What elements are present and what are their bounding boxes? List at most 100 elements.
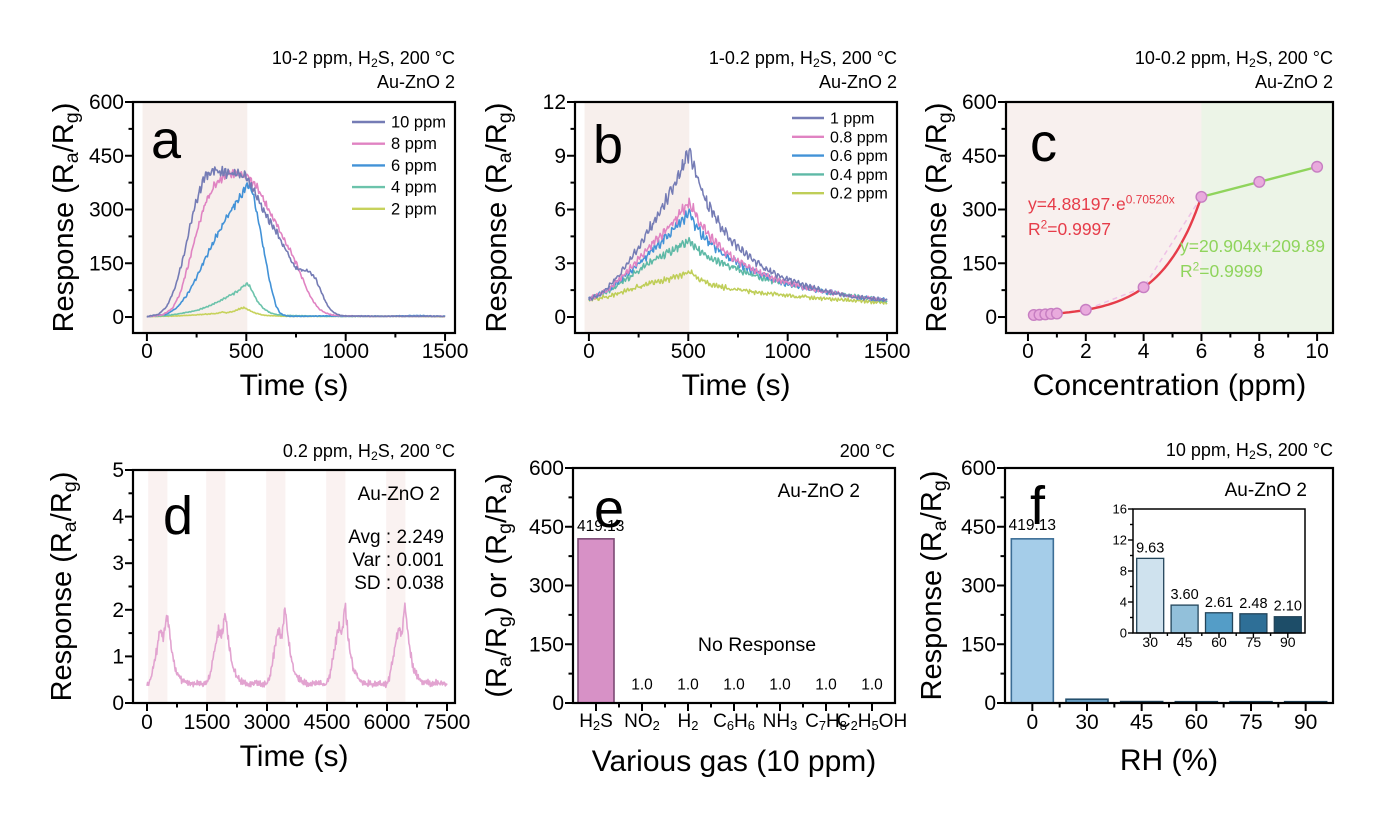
panel-c: 0 2 4 6 8 10 0 150 300 450 600 Concentration (ppm) R…	[921, 48, 1335, 402]
y-axis-title: Response (Ra/Rg)	[481, 103, 516, 333]
x-tick-label: 45	[1130, 711, 1153, 734]
y-tick-label: 0	[552, 692, 564, 715]
panel-letter-d: d	[163, 486, 193, 546]
bar-value-label: 1.0	[723, 677, 745, 694]
y-tick-label: 600	[89, 91, 124, 114]
series-group	[588, 147, 888, 305]
y-tick-label: 8	[1120, 564, 1127, 579]
x-tick-label: C2H5OH	[837, 711, 907, 733]
bar-e-0	[577, 538, 615, 704]
data-point-9	[1311, 160, 1324, 173]
x-tick-label: NO2	[624, 711, 660, 733]
bar-value-label: 1.0	[631, 677, 653, 694]
y-tick-label: 150	[961, 633, 996, 656]
axis-ticks	[125, 101, 447, 341]
x-axis-title: Concentration (ppm)	[1033, 369, 1306, 402]
y-tick-label: 3	[554, 252, 566, 275]
y-tick-label: 600	[961, 457, 996, 480]
panel-d: 0 1500 3000 4500 6000 7500 0 1 2 3 4 5 Time (s) Respo…	[46, 441, 470, 773]
x-tick-label: 0	[1022, 340, 1034, 363]
y-tick-label: 0	[112, 306, 124, 329]
annotation: y=4.88197·e0.70520x	[1028, 192, 1175, 214]
panel-title: 10 ppm, H2S, 200 °C	[1166, 440, 1333, 462]
x-tick-label: 7500	[424, 711, 471, 734]
shaded-region	[266, 470, 286, 703]
series-group	[146, 602, 448, 689]
legend-label: 4 ppm	[391, 179, 437, 197]
y-tick-label: 12	[543, 91, 566, 114]
x-tick-label: 0	[583, 340, 595, 363]
x-axis-title: RH (%)	[1120, 744, 1218, 777]
annotation: R2=0.9997	[1028, 217, 1111, 239]
axis-ticks	[1128, 508, 1289, 638]
bar-value-label: 1.0	[861, 677, 883, 694]
y-tick-label: 0	[112, 692, 124, 715]
annotation: No Response	[698, 634, 816, 656]
x-axis-title: Time (s)	[682, 369, 791, 402]
bar-value-label: 1.0	[769, 677, 791, 694]
legend-label: 10 ppm	[391, 114, 446, 132]
legend-label: 2 ppm	[391, 200, 437, 218]
bar-f-inset-0	[1136, 557, 1165, 634]
y-tick-label: 0	[1120, 626, 1127, 641]
y-tick-label: 450	[529, 516, 564, 539]
panel-letter-f: f	[1030, 476, 1046, 536]
bar-value-label: 419.13	[577, 518, 624, 535]
data-point-7	[1195, 190, 1208, 203]
y-tick-label: 300	[961, 575, 996, 598]
x-tick-label: H2S	[579, 711, 613, 733]
panel-title: Au-ZnO 2	[1255, 72, 1333, 92]
panel-a: 0 500 1000 1500 0 150 300 450 600 Time (s) Respons…	[48, 48, 468, 402]
y-tick-label: 1	[112, 645, 124, 668]
y-tick-label: 0	[554, 306, 566, 329]
x-tick-label: 8	[1253, 340, 1265, 363]
y-axis-title: Response (Ra/Rg)	[48, 103, 83, 333]
x-tick-label: 4	[1138, 340, 1150, 363]
y-tick-label: 150	[529, 633, 564, 656]
y-axis-title: Response (Ra/Rg)	[46, 472, 81, 702]
annotation: R2=0.9999	[1180, 259, 1263, 281]
series-1-ppm	[588, 147, 888, 303]
y-tick-label: 450	[961, 516, 996, 539]
y-tick-label: 0	[984, 692, 996, 715]
x-axis-title: Time (s)	[240, 740, 349, 773]
annotation: Avg : 2.249	[348, 527, 444, 548]
legend-label: 6 ppm	[391, 157, 437, 175]
x-tick-label: 45	[1177, 634, 1193, 650]
x-tick-label: 1500	[422, 340, 469, 363]
x-axis-title: Various gas (10 ppm)	[592, 745, 877, 778]
panel-title: 1-0.2 ppm, H2S, 200 °C	[709, 48, 897, 70]
y-tick-label: 5	[112, 459, 124, 482]
panel-letter-b: b	[593, 115, 623, 175]
shaded-region	[1006, 102, 1202, 333]
data-point-5	[1079, 303, 1092, 316]
panel-f-inset: 30 45 60 75 90 0 4 8 12 16 9.63 3.60 2.61 2.48 2.10	[1113, 502, 1306, 650]
panel-title: 10-0.2 ppm, H2S, 200 °C	[1135, 48, 1333, 70]
x-tick-label: 0	[141, 711, 153, 734]
x-tick-label: 500	[229, 340, 264, 363]
x-tick-label: C7H8	[805, 711, 847, 733]
axis-ticks	[125, 469, 448, 711]
y-tick-label: 450	[962, 145, 997, 168]
legend: 10 ppm 8 ppm 6 ppm 4 ppm 2 ppm	[352, 114, 446, 218]
panel-b: 0 500 1000 1500 0 3 6 9 12 Time (s) Response (Ra/R…	[481, 48, 910, 402]
y-tick-label: 9	[554, 145, 566, 168]
shaded-region	[206, 470, 226, 703]
annotation: Au-ZnO 2	[358, 484, 440, 505]
x-tick-label: 1000	[322, 340, 369, 363]
panel-title: 10-2 ppm, H2S, 200 °C	[272, 48, 455, 70]
series-0-2-ppm	[588, 269, 888, 305]
x-axis-title: Time (s)	[240, 369, 349, 402]
shaded-region	[386, 470, 406, 703]
x-tick-label: 60	[1185, 711, 1208, 734]
x-tick-label: 3000	[244, 711, 291, 734]
y-tick-label: 4	[112, 506, 124, 529]
x-tick-label: 90	[1294, 711, 1317, 734]
x-tick-label: NH3	[763, 711, 798, 733]
shaded-region	[326, 470, 346, 703]
y-axis-title: (Ra/Rg) or (Rg/Ra)	[481, 473, 516, 697]
